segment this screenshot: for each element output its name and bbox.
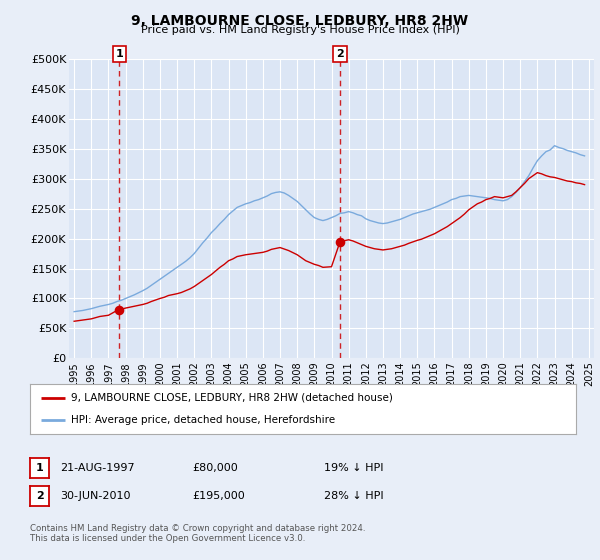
Point [335, 237, 345, 246]
Text: Contains HM Land Registry data © Crown copyright and database right 2024.
This d: Contains HM Land Registry data © Crown c… [30, 524, 365, 543]
Text: 19% ↓ HPI: 19% ↓ HPI [324, 463, 383, 473]
Text: 2: 2 [36, 491, 43, 501]
Text: 2: 2 [336, 49, 344, 59]
Text: £80,000: £80,000 [192, 463, 238, 473]
Text: 9, LAMBOURNE CLOSE, LEDBURY, HR8 2HW: 9, LAMBOURNE CLOSE, LEDBURY, HR8 2HW [131, 14, 469, 28]
Text: 9, LAMBOURNE CLOSE, LEDBURY, HR8 2HW (detached house): 9, LAMBOURNE CLOSE, LEDBURY, HR8 2HW (de… [71, 393, 393, 403]
Text: Price paid vs. HM Land Registry's House Price Index (HPI): Price paid vs. HM Land Registry's House … [140, 25, 460, 35]
Point [115, 306, 124, 315]
Text: 28% ↓ HPI: 28% ↓ HPI [324, 491, 383, 501]
Text: 21-AUG-1997: 21-AUG-1997 [60, 463, 134, 473]
Text: 30-JUN-2010: 30-JUN-2010 [60, 491, 131, 501]
Text: 1: 1 [36, 463, 43, 473]
Text: 1: 1 [116, 49, 124, 59]
Text: HPI: Average price, detached house, Herefordshire: HPI: Average price, detached house, Here… [71, 415, 335, 425]
Text: £195,000: £195,000 [192, 491, 245, 501]
